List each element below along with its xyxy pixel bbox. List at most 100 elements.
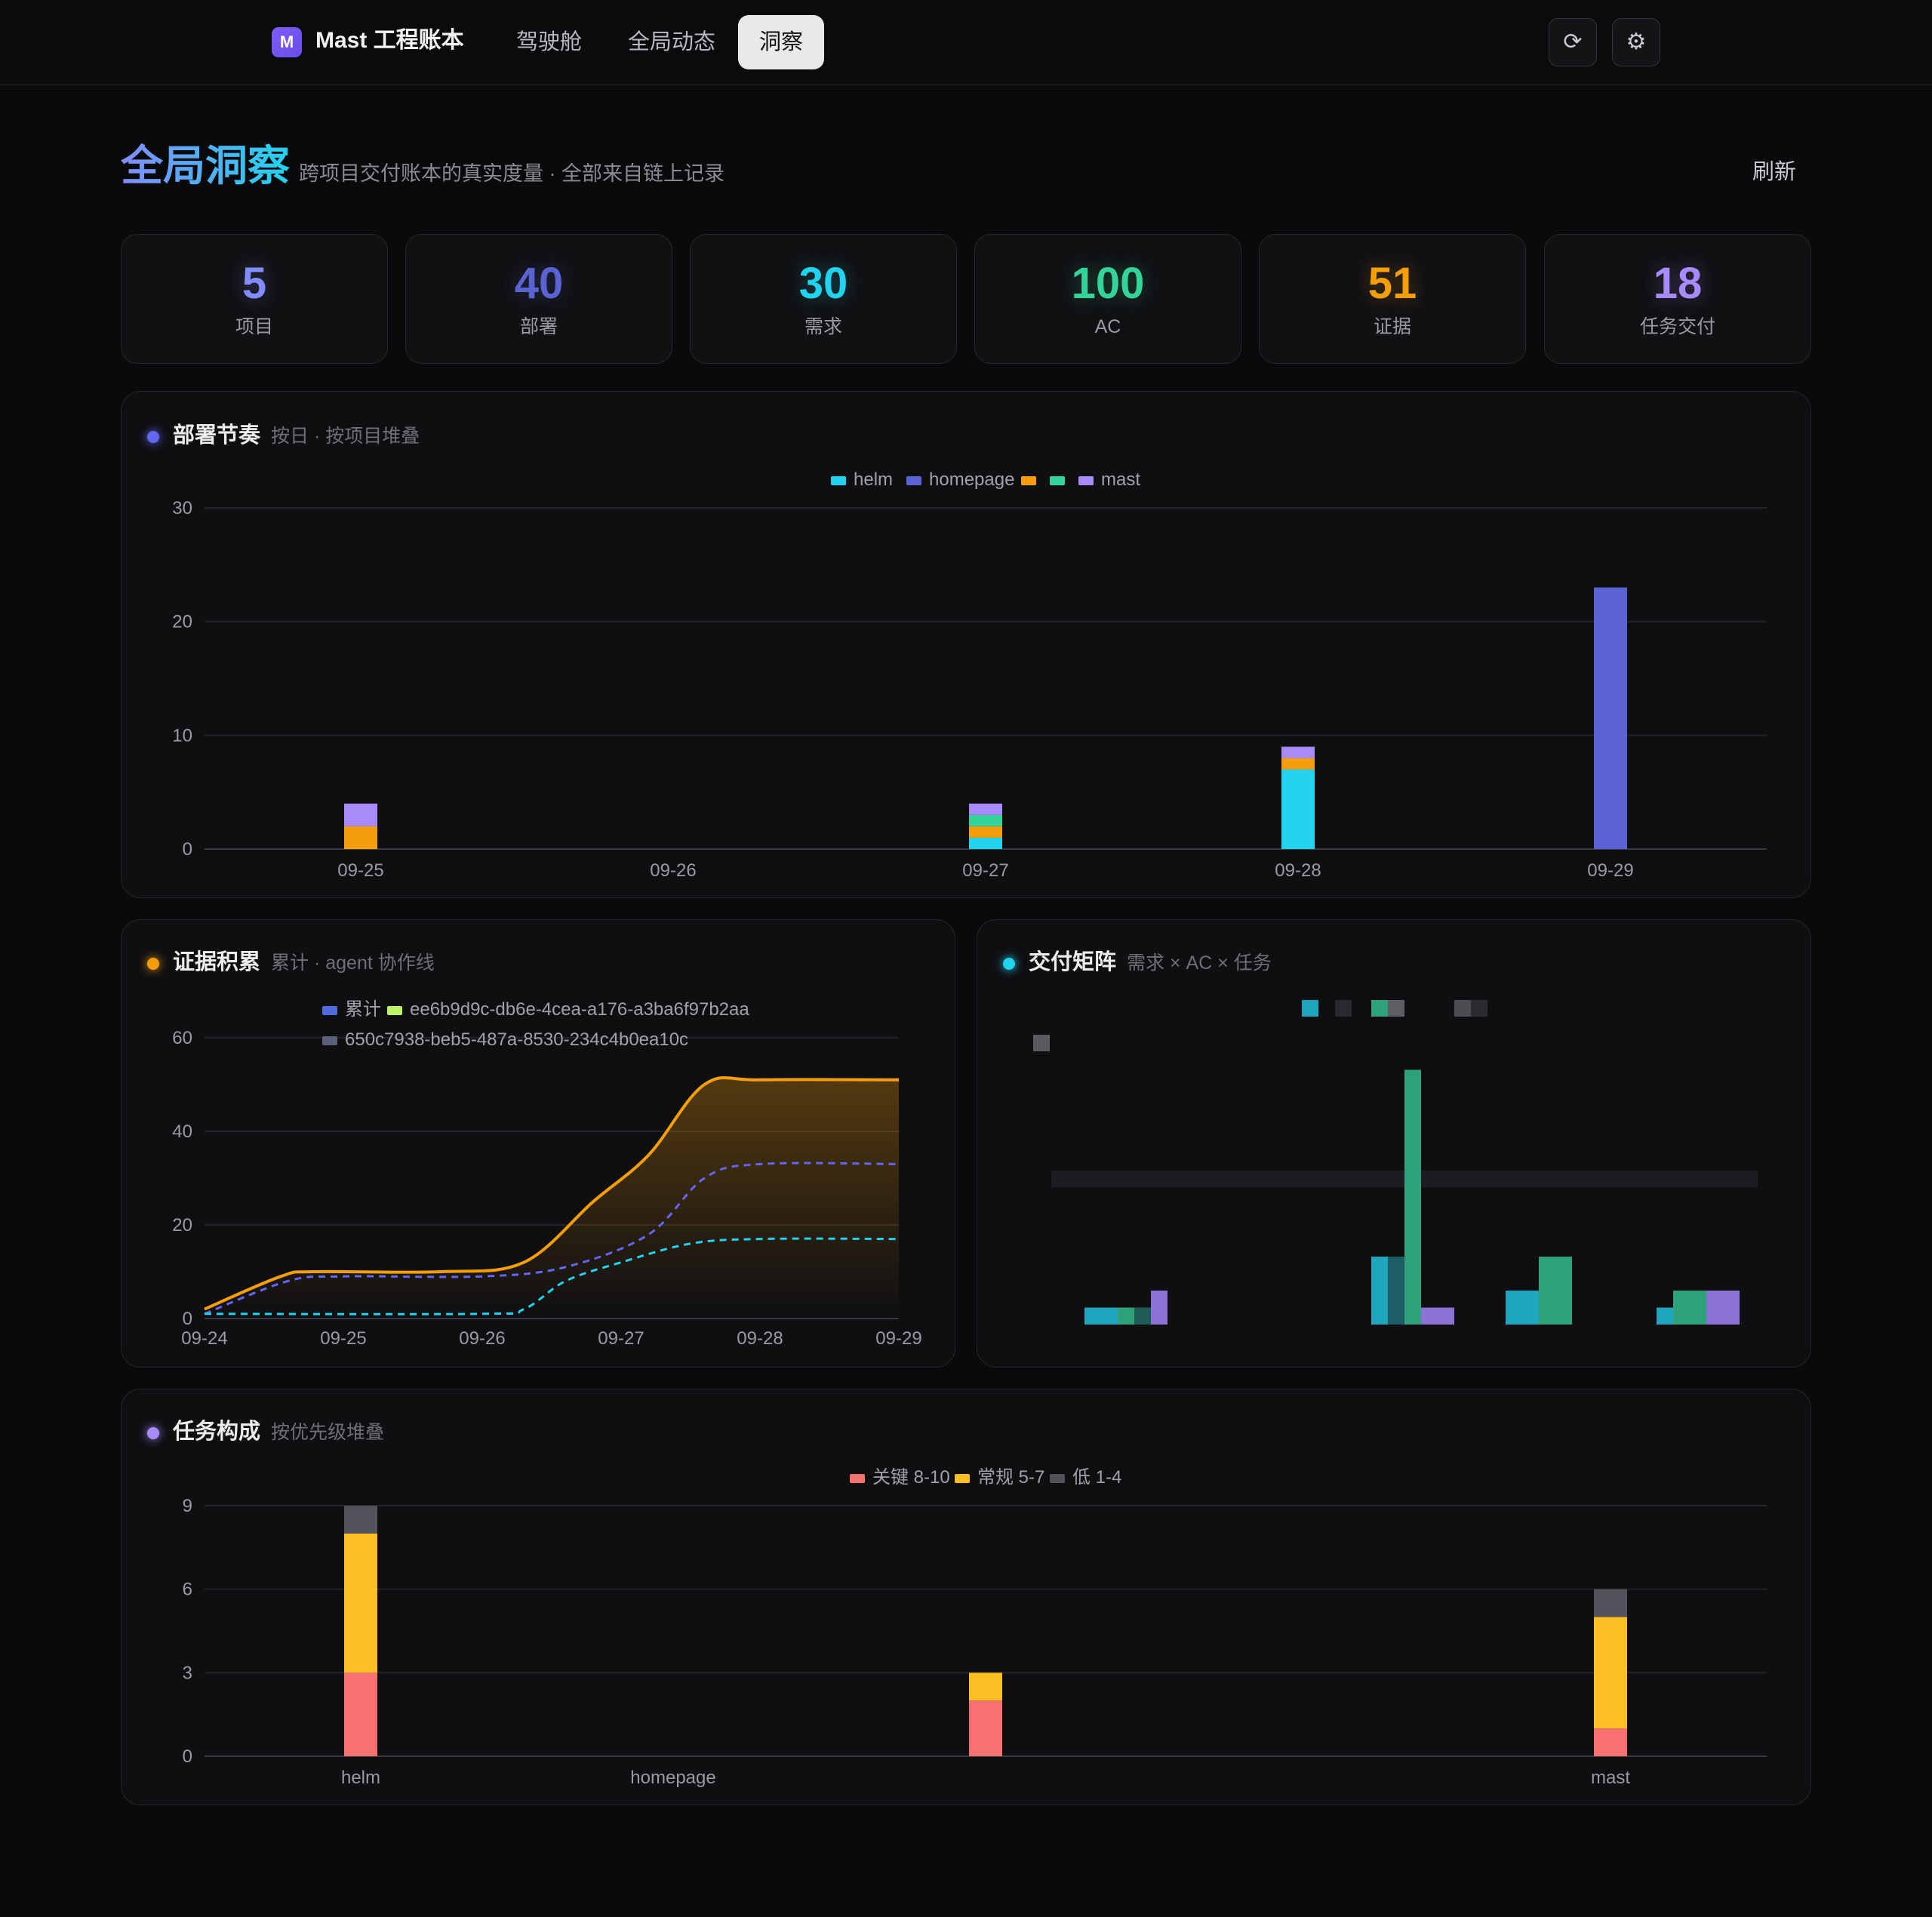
legend-swatch [850,1474,865,1483]
matrix-bar [1151,1291,1168,1325]
series-line [204,1162,900,1315]
bar-segment [1594,587,1627,849]
x-tick-label: 09-29 [875,1328,921,1349]
bar-segment [1594,1728,1627,1756]
matrix-bar [1421,1307,1438,1325]
stat-card-requirements: 30 需求 [690,234,957,364]
brand-logo[interactable]: M [272,27,302,57]
panel-title: 任务构成 按优先级堆叠 [173,1417,384,1448]
panel-title: 部署节奏 按日 · 按项目堆叠 [173,420,420,451]
legend-label: mast [1101,469,1140,490]
y-tick-label: 60 [172,1028,192,1048]
matrix-bar [1438,1307,1454,1325]
panel-title-text: 任务构成 [173,1420,261,1444]
x-tick-label: 09-28 [1275,860,1321,881]
stat-card-evidence: 51 证据 [1259,234,1526,364]
stat-value: 18 [1653,259,1703,308]
legend-swatch [1033,1035,1050,1051]
x-tick-label: 09-24 [181,1328,227,1349]
bar-segment [969,803,1002,815]
panel-dot [147,431,159,443]
stat-value: 100 [1071,259,1145,308]
panel-title-text: 部署节奏 [173,423,261,448]
matrix-bar [1723,1291,1740,1325]
legend-label: helm [854,469,893,490]
bar-segment [1281,746,1315,758]
matrix-bar [1388,1257,1404,1325]
stat-card-projects: 5 项目 [121,234,388,364]
settings-icon-button[interactable]: ⚙ [1612,18,1660,66]
x-tick-label: 09-25 [337,860,383,881]
stat-value: 40 [514,259,564,308]
x-tick-label: 09-25 [320,1328,366,1349]
series-line [204,1075,900,1311]
bar-segment [1594,1617,1627,1729]
panel-subtitle: 按优先级堆叠 [271,1422,385,1443]
legend-swatch [1302,1000,1318,1017]
legend-swatch [955,1474,970,1483]
matrix-bar [1706,1291,1723,1325]
bar-segment [969,837,1002,849]
x-tick-label: 09-26 [650,860,696,881]
x-tick-label: homepage [630,1768,715,1788]
stat-label: 需求 [804,316,842,337]
x-tick-label: 09-29 [1587,860,1633,881]
bar-segment [1281,769,1315,849]
legend-swatch [322,1036,337,1045]
nav-tab-cockpit[interactable]: 驾驶舱 [516,30,583,54]
legend-swatch [831,476,846,485]
stat-cards: 5 项目 40 部署 30 需求 100 AC 51 证据 18 任务交付 [121,234,1811,364]
stat-label: 证据 [1373,316,1411,337]
panel-title: 交付矩阵 需求 × AC × 任务 [1029,947,1272,978]
stat-value: 30 [798,259,848,308]
bar-segment [969,814,1002,826]
page-subtitle: 跨项目交付账本的真实度量 · 全部来自链上记录 [299,162,724,185]
refresh-icon: ⟳ [1563,29,1583,54]
y-tick-label: 0 [183,1746,192,1767]
nav-tab-insights[interactable]: 洞察 [738,15,825,69]
panel-dot [147,1427,159,1439]
matrix-bar [1134,1307,1151,1325]
y-tick-label: 0 [183,1309,192,1329]
evidence-chart: 0 20 40 60 09-24 09-25 09-26 09-27 09-28 09-29 累计 e… [172,999,921,1349]
y-tick-label: 3 [183,1663,192,1683]
brand-name[interactable]: Mast 工程账本 [315,28,464,53]
nav-tab-global-activity[interactable]: 全局动态 [628,30,716,54]
stat-label: 部署 [519,316,558,337]
panel-dot [147,958,159,970]
legend-swatch [387,1006,402,1015]
panel-title: 证据积累 累计 · agent 协作线 [173,947,435,978]
legend-label: 低 1-4 [1072,1467,1121,1488]
y-tick-label: 20 [172,1215,192,1235]
legend-swatch [322,1006,337,1015]
bar-segment [1281,758,1315,770]
legend-swatch [1021,476,1036,485]
legend-swatch [1078,476,1094,485]
page-title: 全局洞察 [121,136,290,196]
task-composition-panel: 任务构成 按优先级堆叠 0 3 6 9 helm homepage mast 关键 8-10 常规… [121,1389,1811,1805]
refresh-button[interactable]: 刷新 [1752,160,1796,184]
panel-subtitle: 按日 · 按项目堆叠 [271,426,420,447]
legend-swatch [1454,1000,1471,1017]
delivery-matrix-panel: 交付矩阵 需求 × AC × 任务 [977,919,1811,1368]
legend-swatch [1371,1000,1388,1017]
bar-segment [344,803,377,826]
matrix-bar [1539,1257,1555,1325]
bar-segment [344,1506,377,1534]
delivery-matrix-chart [1033,1000,1758,1325]
deploy-rhythm-chart: 0 10 20 30 09-25 09-26 09-27 09-28 09-29 helm home… [172,469,1767,881]
legend-swatch [1471,1000,1487,1017]
panel-title-text: 证据积累 [173,950,261,974]
stat-value: 5 [242,259,267,308]
matrix-bar [1673,1291,1690,1325]
y-tick-label: 10 [172,725,192,746]
legend-label: 常规 5-7 [977,1467,1044,1488]
matrix-bar [1101,1307,1118,1325]
refresh-icon-button[interactable]: ⟳ [1549,18,1597,66]
stat-card-deploys: 40 部署 [405,234,672,364]
panel-dot [1003,958,1015,970]
stat-card-task-delivery: 18 任务交付 [1544,234,1811,364]
x-tick-label: 09-27 [598,1328,644,1349]
legend-swatch [1335,1000,1352,1017]
legend-swatch [1388,1000,1404,1017]
